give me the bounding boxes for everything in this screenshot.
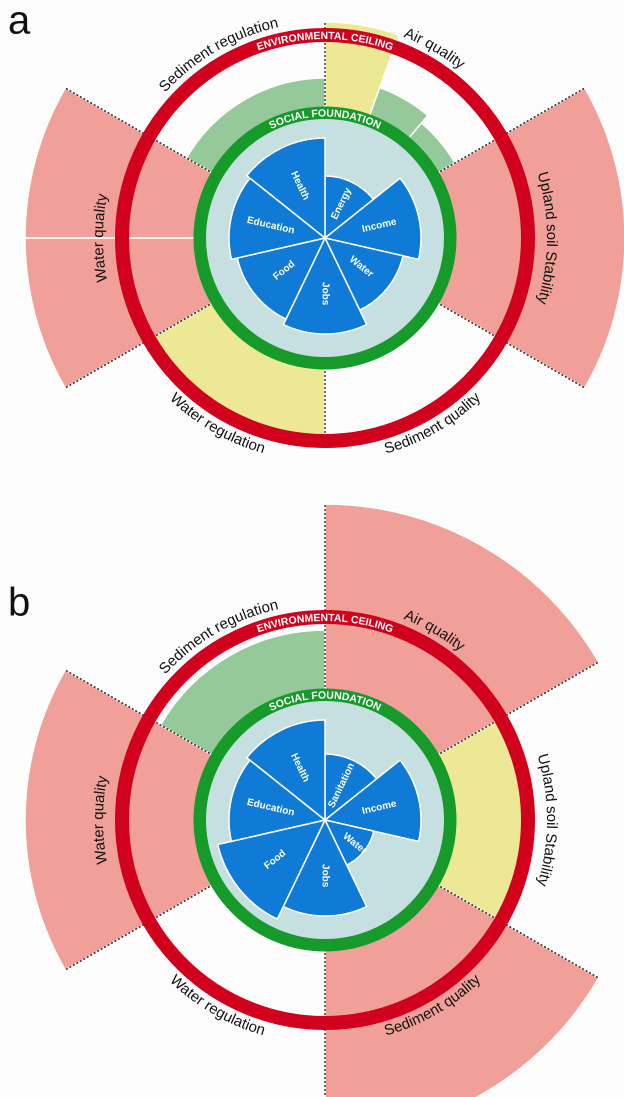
panel-letter: b <box>8 581 30 625</box>
social-wedge <box>245 719 326 822</box>
environmental-label: Sediment regulation <box>156 14 280 95</box>
sector-boundary <box>432 299 586 389</box>
panel-letter: a <box>8 0 31 43</box>
social-wedge <box>323 759 422 843</box>
social-wedge <box>216 818 327 921</box>
environmental-ceiling-ring <box>115 610 535 1030</box>
social-wedge <box>323 177 422 261</box>
sector-boundary <box>64 669 218 759</box>
environmental-wedge <box>24 668 327 972</box>
environmental-ceiling-ring <box>115 28 535 448</box>
environmental-wedge <box>323 86 624 390</box>
social-wedge <box>282 818 368 917</box>
social-wedge <box>323 236 404 312</box>
environmental-label: Upland soil Stability <box>533 752 560 889</box>
social-wedge <box>236 236 327 321</box>
social-wedge <box>228 759 327 843</box>
social-wedge <box>324 175 375 240</box>
social-foundation-ring <box>193 106 457 370</box>
sector-boundary <box>64 299 218 389</box>
environmental-label-path: Upland soil Stability <box>533 752 560 889</box>
social-wedge <box>228 177 327 261</box>
sector-boundary <box>64 881 218 971</box>
environmental-label-path: Sediment regulation <box>156 14 280 95</box>
social-wedge <box>324 753 378 822</box>
social-wedge <box>282 236 368 335</box>
social-foundation-ring <box>193 688 457 952</box>
social-wedge <box>245 137 326 240</box>
sector-boundary <box>64 87 218 177</box>
social-label: Jobs <box>319 864 330 888</box>
sector-boundary <box>432 87 586 177</box>
social-label: Jobs <box>319 282 330 306</box>
